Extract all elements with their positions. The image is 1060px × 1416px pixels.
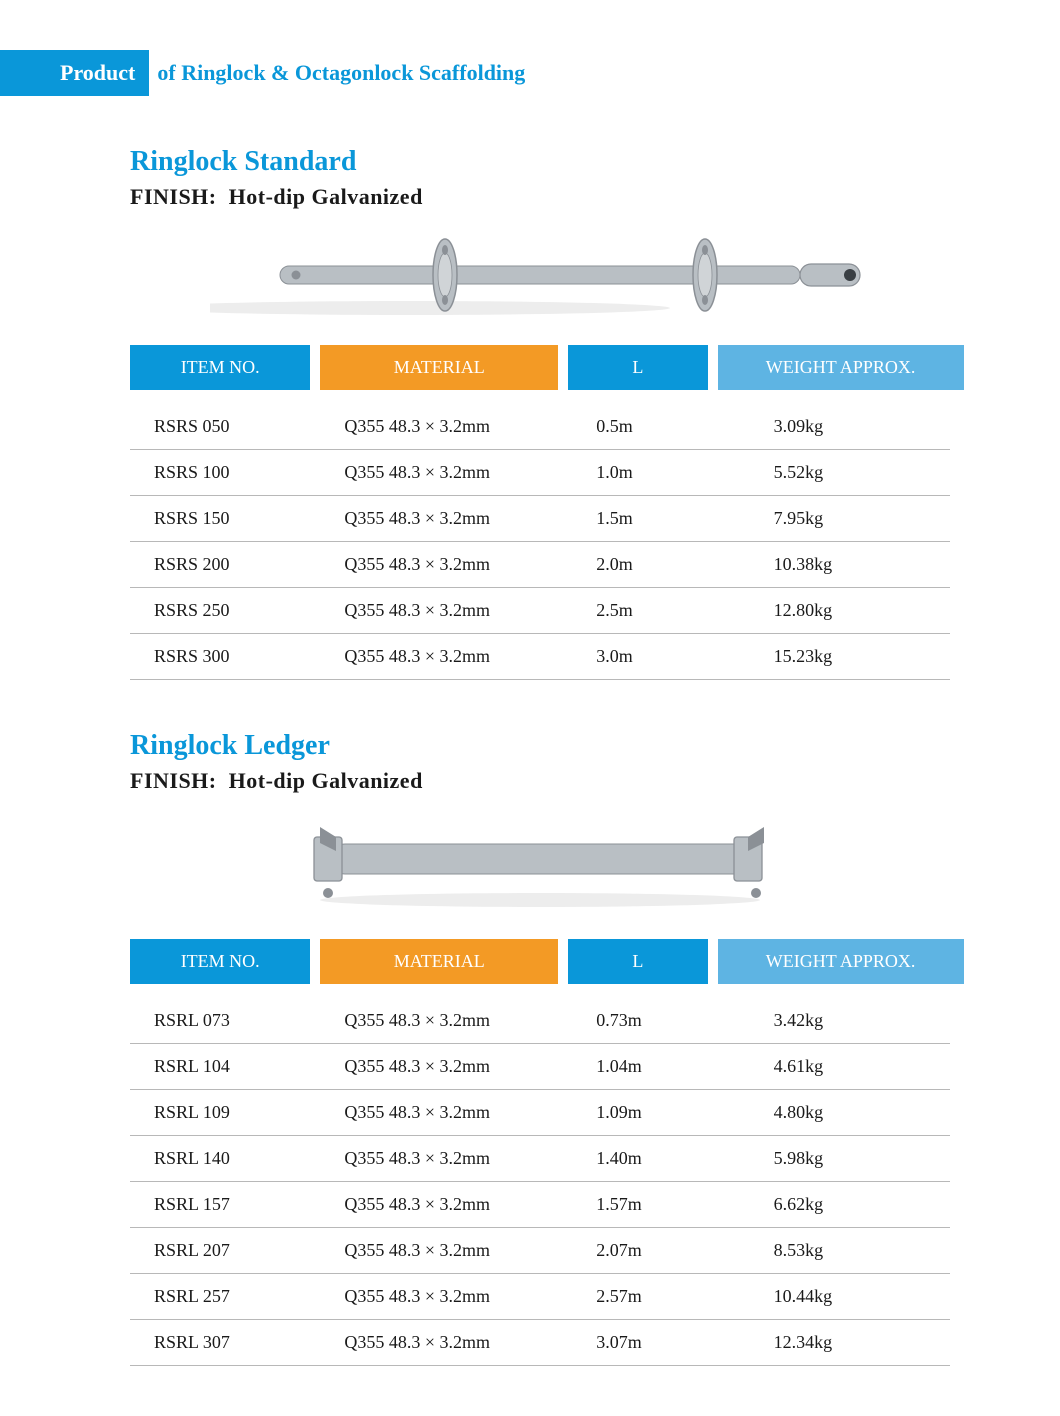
cell-material: Q355 48.3 × 3.2mm [320,600,558,621]
cell-weight: 12.34kg [718,1332,964,1353]
cell-item: RSRL 073 [130,1010,310,1031]
column-header: WEIGHT APPROX. [718,345,964,390]
cell-item: RSRL 140 [130,1148,310,1169]
cell-weight: 8.53kg [718,1240,964,1261]
cell-length: 3.07m [568,1332,707,1353]
cell-length: 2.07m [568,1240,707,1261]
cell-material: Q355 48.3 × 3.2mm [320,1056,558,1077]
cell-material: Q355 48.3 × 3.2mm [320,1332,558,1353]
cell-length: 0.73m [568,1010,707,1031]
table-row: RSRL 257Q355 48.3 × 3.2mm2.57m10.44kg [130,1274,950,1320]
cell-item: RSRS 100 [130,462,310,483]
column-header: L [568,939,707,984]
cell-item: RSRL 207 [130,1240,310,1261]
cell-weight: 4.80kg [718,1102,964,1123]
cell-item: RSRL 157 [130,1194,310,1215]
table-row: RSRL 157Q355 48.3 × 3.2mm1.57m6.62kg [130,1182,950,1228]
cell-material: Q355 48.3 × 3.2mm [320,1148,558,1169]
page-header: Product of Ringlock & Octagonlock Scaffo… [0,50,1060,96]
table-row: RSRL 104Q355 48.3 × 3.2mm1.04m4.61kg [130,1044,950,1090]
table-row: RSRL 109Q355 48.3 × 3.2mm1.09m4.80kg [130,1090,950,1136]
cell-material: Q355 48.3 × 3.2mm [320,462,558,483]
cell-material: Q355 48.3 × 3.2mm [320,1102,558,1123]
product-section: Ringlock Ledger FINISH: Hot-dip Galvanize… [0,730,1060,1366]
cell-weight: 3.09kg [718,416,964,437]
product-section: Ringlock Standard FINISH: Hot-dip Galvani… [0,146,1060,680]
cell-item: RSRL 109 [130,1102,310,1123]
cell-material: Q355 48.3 × 3.2mm [320,416,558,437]
cell-item: RSRL 307 [130,1332,310,1353]
product-image [130,230,950,320]
column-header: MATERIAL [320,345,558,390]
finish-label: FINISH: [130,184,217,209]
cell-weight: 12.80kg [718,600,964,621]
cell-item: RSRS 150 [130,508,310,529]
cell-material: Q355 48.3 × 3.2mm [320,508,558,529]
cell-weight: 5.98kg [718,1148,964,1169]
cell-material: Q355 48.3 × 3.2mm [320,554,558,575]
product-image [130,814,950,914]
cell-weight: 4.61kg [718,1056,964,1077]
cell-item: RSRS 200 [130,554,310,575]
table-header: ITEM NO.MATERIALLWEIGHT APPROX. [130,939,950,984]
cell-weight: 10.44kg [718,1286,964,1307]
cell-material: Q355 48.3 × 3.2mm [320,1240,558,1261]
column-header: MATERIAL [320,939,558,984]
cell-length: 2.5m [568,600,707,621]
finish-value: Hot-dip Galvanized [229,184,423,209]
table-body: RSRS 050Q355 48.3 × 3.2mm0.5m3.09kgRSRS … [130,398,950,680]
cell-length: 1.04m [568,1056,707,1077]
cell-material: Q355 48.3 × 3.2mm [320,1194,558,1215]
column-header: WEIGHT APPROX. [718,939,964,984]
table-row: RSRS 050Q355 48.3 × 3.2mm0.5m3.09kg [130,398,950,450]
section-title: Ringlock Standard [130,146,950,178]
cell-item: RSRS 250 [130,600,310,621]
cell-material: Q355 48.3 × 3.2mm [320,646,558,667]
cell-length: 1.57m [568,1194,707,1215]
finish-label: FINISH: [130,768,217,793]
finish-value: Hot-dip Galvanized [229,768,423,793]
table-row: RSRL 207Q355 48.3 × 3.2mm2.07m8.53kg [130,1228,950,1274]
table-header: ITEM NO.MATERIALLWEIGHT APPROX. [130,345,950,390]
cell-weight: 7.95kg [718,508,964,529]
cell-material: Q355 48.3 × 3.2mm [320,1286,558,1307]
cell-weight: 5.52kg [718,462,964,483]
table-row: RSRS 300Q355 48.3 × 3.2mm3.0m15.23kg [130,634,950,680]
ringlock-standard-icon [210,230,870,320]
ringlock-ledger-icon [270,814,810,914]
cell-item: RSRL 257 [130,1286,310,1307]
section-title: Ringlock Ledger [130,730,950,762]
table-row: RSRL 140Q355 48.3 × 3.2mm1.40m5.98kg [130,1136,950,1182]
section-finish: FINISH: Hot-dip Galvanized [130,184,950,210]
cell-length: 1.5m [568,508,707,529]
cell-item: RSRS 050 [130,416,310,437]
cell-length: 0.5m [568,416,707,437]
header-rest: of Ringlock & Octagonlock Scaffolding [149,60,525,86]
cell-length: 3.0m [568,646,707,667]
cell-length: 1.09m [568,1102,707,1123]
table-row: RSRS 200Q355 48.3 × 3.2mm2.0m10.38kg [130,542,950,588]
column-header: L [568,345,707,390]
section-finish: FINISH: Hot-dip Galvanized [130,768,950,794]
cell-length: 2.57m [568,1286,707,1307]
cell-item: RSRL 104 [130,1056,310,1077]
cell-item: RSRS 300 [130,646,310,667]
cell-weight: 3.42kg [718,1010,964,1031]
cell-weight: 15.23kg [718,646,964,667]
cell-weight: 10.38kg [718,554,964,575]
cell-length: 1.40m [568,1148,707,1169]
table-row: RSRS 100Q355 48.3 × 3.2mm1.0m5.52kg [130,450,950,496]
cell-material: Q355 48.3 × 3.2mm [320,1010,558,1031]
cell-weight: 6.62kg [718,1194,964,1215]
cell-length: 1.0m [568,462,707,483]
header-badge: Product [0,50,149,96]
column-header: ITEM NO. [130,345,310,390]
column-header: ITEM NO. [130,939,310,984]
table-row: RSRL 307Q355 48.3 × 3.2mm3.07m12.34kg [130,1320,950,1366]
table-row: RSRL 073Q355 48.3 × 3.2mm0.73m3.42kg [130,992,950,1044]
cell-length: 2.0m [568,554,707,575]
table-row: RSRS 150Q355 48.3 × 3.2mm1.5m7.95kg [130,496,950,542]
table-body: RSRL 073Q355 48.3 × 3.2mm0.73m3.42kgRSRL… [130,992,950,1366]
table-row: RSRS 250Q355 48.3 × 3.2mm2.5m12.80kg [130,588,950,634]
